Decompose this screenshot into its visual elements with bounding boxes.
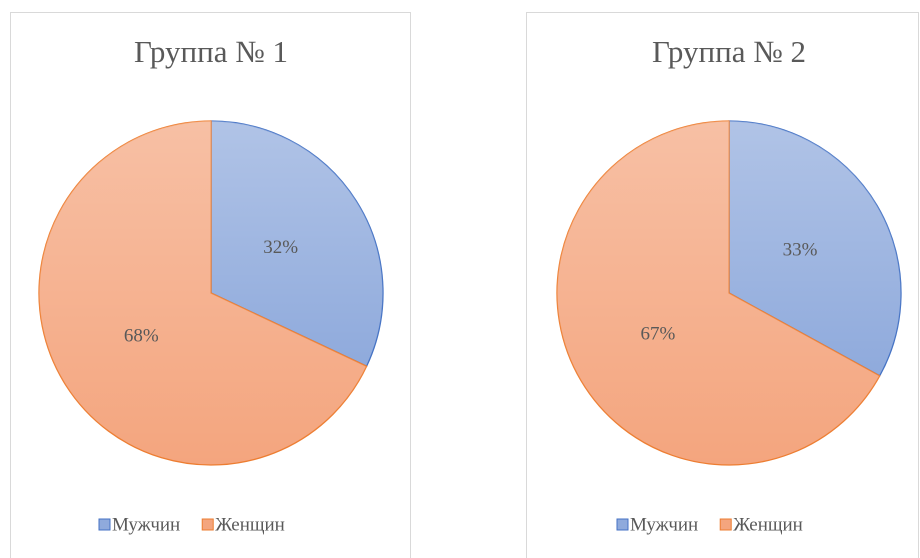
data-label: 68%: [124, 326, 159, 347]
legend-label: Женщин: [733, 514, 803, 535]
slice-shine: [729, 121, 901, 376]
slice-shine: [39, 121, 367, 465]
slice-shine: [556, 121, 880, 465]
slice-shine: [211, 121, 383, 367]
chart-title: Группа № 1: [134, 34, 288, 69]
legend-swatch: [98, 518, 111, 531]
legend-swatch: [616, 518, 629, 531]
data-label: 67%: [641, 323, 676, 344]
data-label: 32%: [263, 237, 298, 258]
legend-label: Мужчин: [630, 514, 698, 535]
legend-swatch: [719, 518, 732, 531]
chart-title: Группа № 2: [652, 34, 806, 69]
legend-label: Мужчин: [112, 514, 180, 535]
data-label: 33%: [783, 239, 818, 260]
legend-label: Женщин: [215, 514, 285, 535]
legend-swatch: [201, 518, 214, 531]
